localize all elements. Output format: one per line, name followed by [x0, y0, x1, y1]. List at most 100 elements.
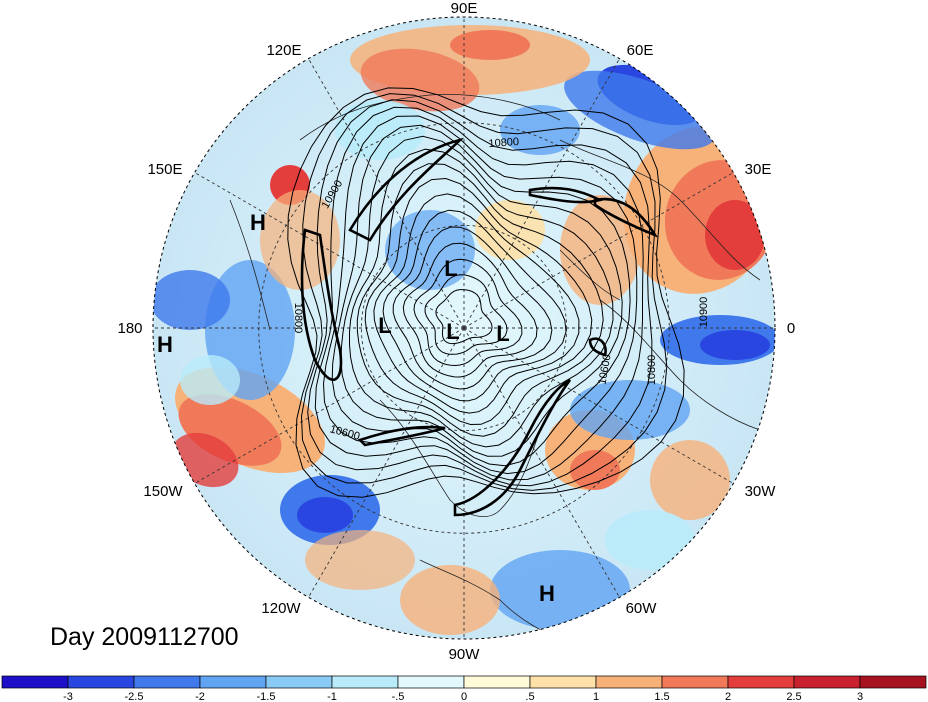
coastlines — [229, 94, 761, 639]
height-contour — [307, 99, 653, 487]
colorbar-swatch — [595, 675, 663, 689]
meridian-line — [194, 172, 465, 329]
contour-label: 10600 — [596, 353, 613, 385]
jet-contour — [300, 228, 343, 381]
colorbar-swatch — [463, 675, 531, 689]
low-center: L — [496, 321, 509, 346]
colorbar-swatch — [661, 675, 729, 689]
anomaly-patch — [705, 200, 765, 270]
anomaly-patch — [305, 530, 415, 590]
height-contour — [424, 274, 508, 355]
colorbar-tick-label: -2.5 — [125, 691, 144, 702]
height-contours — [287, 87, 685, 498]
anomaly-patch — [260, 190, 340, 290]
colorbar-tick-label: -.5 — [392, 691, 405, 702]
lon-label-60e: 60E — [627, 42, 654, 59]
coastline — [229, 199, 271, 331]
contour-label: 10800 — [292, 303, 304, 334]
lon-label-180: 180 — [117, 320, 142, 337]
meridian-line — [308, 327, 465, 598]
lon-label-30e: 30E — [745, 161, 772, 178]
coastline — [559, 249, 621, 301]
colorbar-swatch — [793, 675, 861, 689]
lon-label-30w: 30W — [745, 483, 777, 500]
colorbar-tick-label: 2.5 — [786, 691, 801, 702]
lon-label-120w: 120W — [261, 600, 301, 617]
height-contour — [300, 93, 668, 491]
anomaly-patch — [180, 355, 240, 405]
colorbar-swatch — [397, 675, 465, 689]
longitude-labels: 90E 60E 30E 0 30W 60W 90W 120W 150W 180 … — [117, 0, 795, 663]
meridian-line — [463, 327, 620, 598]
map-title: Day 2009112700 — [50, 623, 239, 651]
jet-streak-contours — [300, 137, 659, 517]
jet-contour — [348, 137, 465, 242]
anomaly-patch — [700, 330, 770, 360]
colorbar-tick-label: 2 — [725, 691, 731, 702]
contour-label: 10900 — [698, 297, 710, 328]
anomaly-patch — [560, 195, 640, 305]
high-center: H — [539, 581, 555, 606]
height-contour — [435, 289, 493, 345]
contour-label: 10800 — [488, 136, 519, 150]
anomaly-patch — [570, 380, 690, 440]
parallel-circle — [258, 122, 670, 534]
colorbar-tick-label: -2 — [195, 691, 205, 702]
meridian-line — [463, 58, 620, 329]
lon-label-150w: 150W — [143, 483, 183, 500]
low-center: L — [444, 256, 457, 281]
coastline — [599, 299, 761, 431]
colorbar-tick-label: 0 — [461, 691, 467, 702]
high-center: H — [157, 332, 173, 357]
colorbar-swatch — [199, 675, 267, 689]
jet-contour — [593, 197, 659, 238]
lon-label-0: 0 — [787, 320, 795, 337]
height-contour — [382, 209, 567, 402]
height-contour — [349, 148, 614, 448]
colorbar-tick-label: -1 — [327, 691, 337, 702]
colorbar: -3 -2.5 -2 -1.5 -1 -.5 0 .5 1 1.5 2 2.5 3 — [1, 675, 927, 702]
graticule — [153, 17, 775, 639]
anomaly-patch — [400, 565, 500, 635]
height-contour — [340, 135, 623, 457]
height-contour — [287, 87, 685, 498]
colorbar-tick-label: -1.5 — [257, 691, 276, 702]
colorbar-swatch — [1, 675, 69, 689]
lon-label-90w: 90W — [449, 646, 481, 663]
coastline — [559, 139, 761, 281]
colorbar-swatch — [859, 675, 927, 689]
height-contour — [373, 193, 580, 414]
meridian-line — [194, 327, 465, 484]
height-contour — [413, 258, 523, 367]
anomaly-patch — [570, 450, 620, 490]
anomaly-patch — [500, 105, 580, 155]
low-center: L — [446, 319, 459, 344]
colorbar-swatch — [67, 675, 135, 689]
jet-contour — [357, 425, 446, 447]
low-center: L — [378, 313, 391, 338]
anomaly-patch — [385, 210, 475, 290]
pressure-centers: H H H L L L L — [157, 210, 555, 606]
colorbar-tick-label: .5 — [525, 691, 534, 702]
colorbar-tick-label: 3 — [857, 691, 863, 702]
height-contour — [402, 242, 538, 378]
anomaly-patch — [490, 550, 630, 630]
anomaly-patch — [564, 70, 716, 150]
anomaly-patch — [605, 510, 695, 570]
lon-label-150e: 150E — [147, 161, 182, 178]
anomaly-map — [153, 17, 775, 639]
colorbar-swatch — [529, 675, 597, 689]
lon-label-90e: 90E — [451, 0, 478, 17]
height-contour — [364, 177, 593, 426]
anomaly-patch — [450, 30, 530, 60]
contour-label: 10800 — [646, 355, 658, 386]
anomaly-patch — [650, 440, 730, 520]
anomaly-patch — [475, 200, 545, 260]
anomaly-patch — [153, 270, 230, 330]
height-contour — [356, 163, 604, 437]
lon-label-60w: 60W — [626, 600, 658, 617]
colorbar-tick-label: -3 — [63, 691, 73, 702]
colorbar-swatch — [133, 675, 201, 689]
anomaly-patch — [335, 100, 425, 160]
